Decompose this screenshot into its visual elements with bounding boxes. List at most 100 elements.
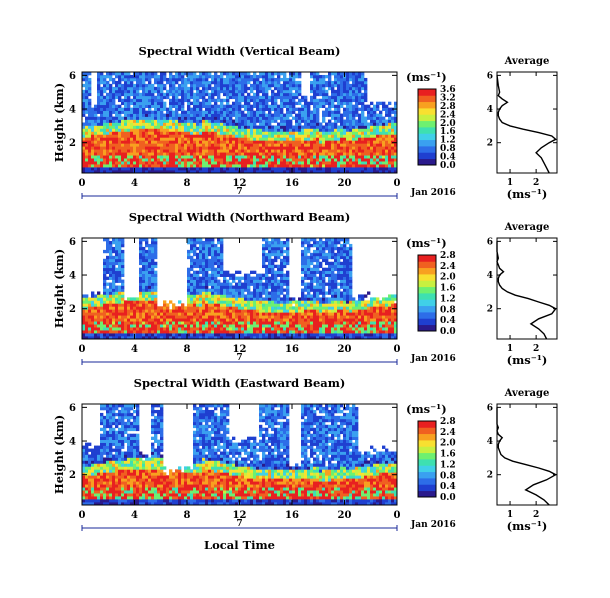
- heatmap-cell: [163, 128, 167, 132]
- heatmap-cell: [244, 77, 248, 82]
- heatmap-cell: [205, 152, 209, 156]
- heatmap-cell: [196, 309, 200, 313]
- heatmap-cell: [280, 336, 284, 340]
- heatmap-cell: [178, 140, 182, 144]
- heatmap-cell: [139, 146, 143, 150]
- heatmap-cell: [118, 98, 122, 103]
- heatmap-cell: [115, 324, 119, 328]
- heatmap-cell: [187, 285, 191, 289]
- heatmap-cell: [292, 149, 296, 153]
- heatmap-cell: [202, 152, 206, 156]
- heatmap-cell: [121, 267, 125, 272]
- heatmap-cell: [124, 107, 128, 111]
- heatmap-cell: [337, 80, 341, 85]
- heatmap-cell: [331, 170, 335, 174]
- heatmap-cell: [337, 143, 341, 147]
- heatmap-cell: [349, 104, 353, 108]
- heatmap-cell: [169, 146, 173, 150]
- heatmap-cell: [232, 83, 236, 88]
- heatmap-cell: [136, 134, 140, 138]
- heatmap-cell: [394, 134, 398, 138]
- heatmap-cell: [361, 164, 365, 168]
- heatmap-cell: [169, 98, 173, 103]
- heatmap-cell: [244, 95, 248, 100]
- heatmap-cell: [322, 89, 326, 94]
- heatmap-cell: [250, 122, 254, 126]
- heatmap-cell: [97, 83, 101, 88]
- heatmap-cell: [346, 164, 350, 168]
- heatmap-cell: [151, 152, 155, 156]
- heatmap-cell: [328, 128, 332, 132]
- heatmap-cell: [112, 80, 116, 85]
- heatmap-cell: [154, 158, 158, 162]
- heatmap-cell: [292, 152, 296, 156]
- heatmap-cell: [211, 98, 215, 103]
- heatmap-cell: [94, 161, 98, 165]
- heatmap-cell: [355, 77, 359, 82]
- heatmap-cell: [268, 170, 272, 174]
- heatmap-cell: [199, 309, 203, 313]
- heatmap-cell: [268, 291, 272, 295]
- heatmap-cell: [181, 330, 185, 334]
- heatmap-cell: [154, 146, 158, 150]
- heatmap-cell: [190, 158, 194, 162]
- heatmap-cell: [292, 143, 296, 147]
- heatmap-cell: [214, 303, 218, 307]
- heatmap-cell: [97, 167, 101, 171]
- heatmap-cell: [106, 101, 110, 106]
- heatmap-cell: [187, 86, 191, 91]
- heatmap-cell: [127, 306, 131, 310]
- heatmap-cell: [175, 86, 179, 91]
- heatmap-cell: [112, 333, 116, 337]
- heatmap-cell: [85, 315, 89, 319]
- heatmap-cell: [310, 110, 314, 114]
- heatmap-cell: [112, 303, 116, 307]
- heatmap-cell: [271, 315, 275, 319]
- heatmap-cell: [199, 315, 203, 319]
- heatmap-cell: [208, 238, 212, 242]
- heatmap-cell: [202, 273, 206, 277]
- heatmap-cell: [250, 327, 254, 331]
- heatmap-cell: [85, 89, 89, 94]
- heatmap-cell: [121, 294, 125, 298]
- heatmap-cell: [100, 294, 104, 298]
- heatmap-cell: [283, 137, 287, 141]
- heatmap-cell: [229, 95, 233, 100]
- heatmap-cell: [259, 324, 263, 328]
- heatmap-cell: [358, 119, 362, 123]
- heatmap-cell: [124, 167, 128, 171]
- heatmap-cell: [217, 152, 221, 156]
- heatmap-cell: [217, 137, 221, 141]
- heatmap-cell: [388, 158, 392, 162]
- heatmap-cell: [205, 83, 209, 88]
- heatmap-cell: [169, 143, 173, 147]
- heatmap-cell: [379, 116, 383, 120]
- heatmap-cell: [151, 315, 155, 319]
- heatmap-cell: [133, 312, 137, 316]
- heatmap-cell: [166, 110, 170, 114]
- heatmap-cell: [217, 291, 221, 295]
- heatmap-cell: [133, 110, 137, 114]
- heatmap-cell: [265, 119, 269, 123]
- heatmap-cell: [253, 330, 257, 334]
- heatmap-cell: [82, 72, 86, 76]
- heatmap-cell: [85, 297, 89, 301]
- heatmap-cell: [118, 107, 122, 111]
- heatmap-cell: [217, 294, 221, 298]
- heatmap-cell: [259, 116, 263, 120]
- heatmap-cell: [139, 297, 143, 301]
- heatmap-cell: [85, 155, 89, 159]
- heatmap-cell: [187, 149, 191, 153]
- heatmap-cell: [127, 110, 131, 114]
- heatmap-cell: [241, 309, 245, 313]
- heatmap-cell: [238, 324, 242, 328]
- heatmap-cell: [94, 116, 98, 120]
- heatmap-cell: [205, 155, 209, 159]
- heatmap-cell: [262, 95, 266, 100]
- heatmap-cell: [253, 167, 257, 171]
- heatmap-cell: [121, 155, 125, 159]
- heatmap-cell: [127, 152, 131, 156]
- heatmap-cell: [232, 327, 236, 331]
- heatmap-cell: [148, 104, 152, 108]
- heatmap-cell: [286, 164, 290, 168]
